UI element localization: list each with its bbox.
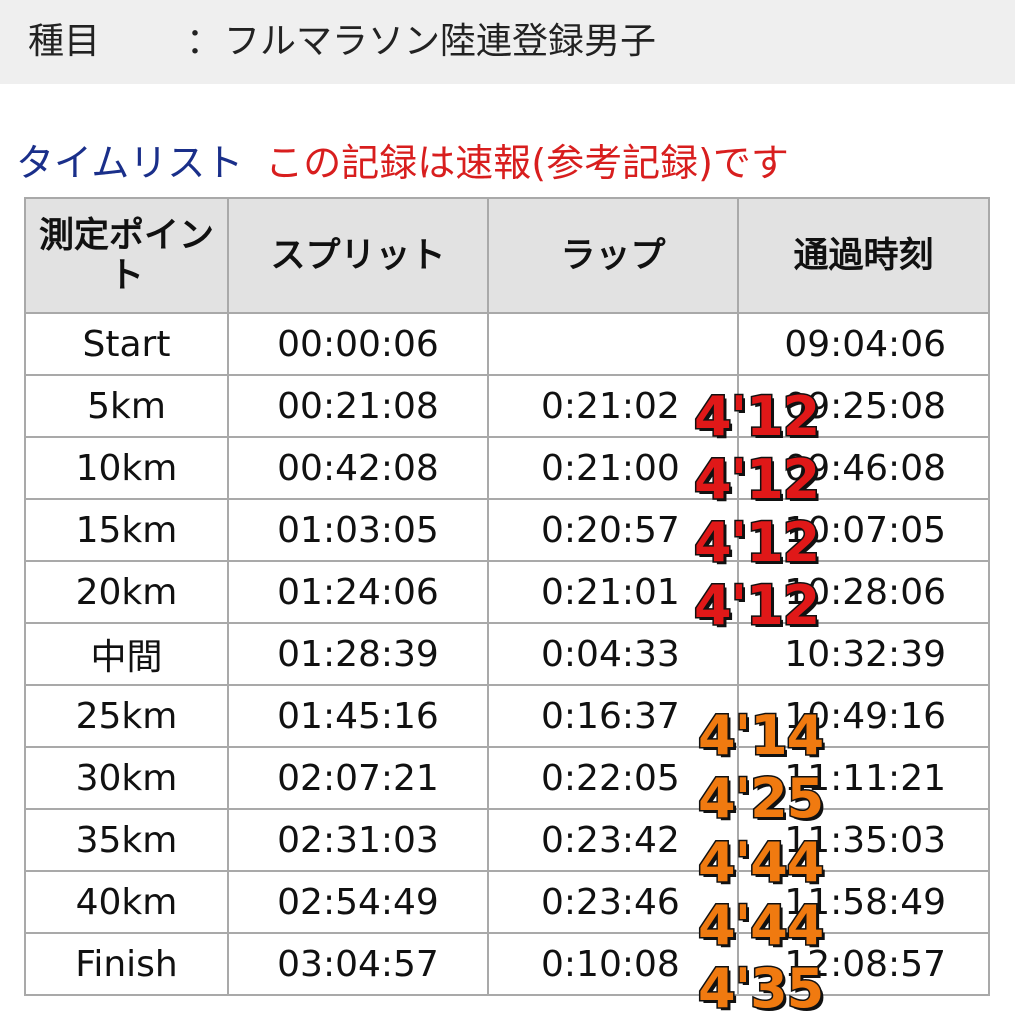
point-cell: 10km	[24, 436, 229, 500]
pace-annotation: 4'14	[696, 703, 825, 769]
pass-time-cell: 10:32:39	[737, 622, 990, 686]
split-cell: 01:24:06	[227, 560, 489, 624]
pass-time-cell: 12:08:57	[737, 932, 990, 996]
lap-cell: 0:16:37	[487, 684, 739, 748]
pass-time-cell: 09:25:08	[737, 374, 990, 438]
point-cell: 25km	[24, 684, 229, 748]
table-row: 中間 01:28:39 0:04:33 10:32:39	[24, 622, 990, 686]
lap-cell: 0:21:01	[487, 560, 739, 624]
table-row: Start 00:00:06 09:04:06	[24, 312, 990, 376]
table-row: 40km 02:54:49 0:23:46 11:58:49	[24, 870, 990, 934]
lap-cell: 0:10:08	[487, 932, 739, 996]
split-cell: 00:21:08	[227, 374, 489, 438]
lap-cell: 0:23:46	[487, 870, 739, 934]
point-cell: 中間	[24, 622, 229, 686]
split-cell: 00:00:06	[227, 312, 489, 376]
split-cell: 02:07:21	[227, 746, 489, 810]
point-cell: 20km	[24, 560, 229, 624]
table-row: 35km 02:31:03 0:23:42 11:35:03	[24, 808, 990, 872]
table-row: 15km 01:03:05 0:20:57 10:07:05	[24, 498, 990, 562]
table-row: 5km 00:21:08 0:21:02 09:25:08	[24, 374, 990, 438]
point-cell: 40km	[24, 870, 229, 934]
table-row: Finish 03:04:57 0:10:08 12:08:57	[24, 932, 990, 996]
header-split: スプリット	[227, 197, 489, 314]
event-label: 種目	[28, 21, 101, 62]
pass-time-cell: 09:46:08	[737, 436, 990, 500]
time-list-heading: タイムリスト この記録は速報(参考記録)です	[16, 132, 789, 187]
table-row: 20km 01:24:06 0:21:01 10:28:06	[24, 560, 990, 624]
lap-cell: 0:21:02	[487, 374, 739, 438]
pass-time-cell: 10:28:06	[737, 560, 990, 624]
split-cell: 02:54:49	[227, 870, 489, 934]
pace-annotation: 4'35	[696, 956, 825, 1022]
split-cell: 01:03:05	[227, 498, 489, 562]
split-cell: 00:42:08	[227, 436, 489, 500]
split-cell: 03:04:57	[227, 932, 489, 996]
pass-time-cell: 10:49:16	[737, 684, 990, 748]
event-bar: 種目 ： フルマラソン陸連登録男子	[0, 0, 1015, 84]
lap-cell	[487, 312, 739, 376]
lap-cell: 0:20:57	[487, 498, 739, 562]
pass-time-cell: 09:04:06	[737, 312, 990, 376]
split-cell: 01:45:16	[227, 684, 489, 748]
point-cell: Finish	[24, 932, 229, 996]
time-list-title: タイムリスト	[16, 141, 244, 185]
time-table: 測定ポイント スプリット ラップ 通過時刻 Start 00:00:06 09:…	[24, 197, 990, 996]
pace-annotation: 4'12	[692, 573, 821, 639]
pass-time-cell: 11:35:03	[737, 808, 990, 872]
pace-annotation: 4'25	[696, 766, 825, 832]
point-cell: 5km	[24, 374, 229, 438]
table-header-row: 測定ポイント スプリット ラップ 通過時刻	[24, 197, 990, 314]
pass-time-cell: 10:07:05	[737, 498, 990, 562]
point-cell: 15km	[24, 498, 229, 562]
pass-time-cell: 11:58:49	[737, 870, 990, 934]
pass-time-cell: 11:11:21	[737, 746, 990, 810]
event-colon: ：	[186, 21, 223, 62]
split-cell: 01:28:39	[227, 622, 489, 686]
pace-annotation: 4'12	[692, 447, 821, 513]
preliminary-record-note: この記録は速報(参考記録)です	[265, 141, 789, 185]
header-measurement-point: 測定ポイント	[24, 197, 229, 314]
point-cell: 35km	[24, 808, 229, 872]
pace-annotation: 4'12	[692, 510, 821, 576]
pace-annotation: 4'44	[696, 830, 825, 896]
table-row: 30km 02:07:21 0:22:05 11:11:21	[24, 746, 990, 810]
point-cell: 30km	[24, 746, 229, 810]
lap-cell: 0:23:42	[487, 808, 739, 872]
event-value: フルマラソン陸連登録男子	[224, 21, 657, 62]
lap-cell: 0:04:33	[487, 622, 739, 686]
table-row: 10km 00:42:08 0:21:00 09:46:08	[24, 436, 990, 500]
split-cell: 02:31:03	[227, 808, 489, 872]
pace-annotation: 4'44	[696, 893, 825, 959]
header-lap: ラップ	[487, 197, 739, 314]
lap-cell: 0:22:05	[487, 746, 739, 810]
table-row: 25km 01:45:16 0:16:37 10:49:16	[24, 684, 990, 748]
header-pass-time: 通過時刻	[737, 197, 990, 314]
pace-annotation: 4'12	[692, 384, 821, 450]
point-cell: Start	[24, 312, 229, 376]
lap-cell: 0:21:00	[487, 436, 739, 500]
